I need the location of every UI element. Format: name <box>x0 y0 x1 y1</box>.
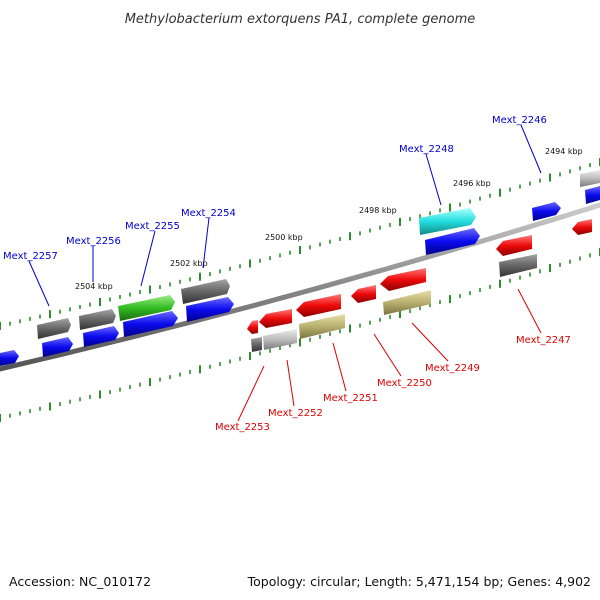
scale-label: 2494 kbp <box>545 147 583 156</box>
topology-text: Topology: circular; Length: 5,471,154 bp… <box>247 574 591 589</box>
scale-labels: 2494 kbp 2496 kbp 2498 kbp 2500 kbp 2502… <box>75 147 583 291</box>
gene-label[interactable]: Mext_2255 <box>125 221 180 232</box>
gene-arrow[interactable] <box>123 311 178 337</box>
gene-arrow[interactable] <box>83 326 119 347</box>
gene-arrow[interactable] <box>499 254 537 277</box>
gene-arrow[interactable] <box>585 186 600 204</box>
gene-arrow[interactable] <box>419 208 476 235</box>
scale-label: 2504 kbp <box>75 282 113 291</box>
gene-arrow[interactable] <box>181 279 230 304</box>
gene-arrow[interactable] <box>425 228 480 255</box>
forward-leader-lines <box>28 124 542 307</box>
reverse-gene-labels: Mext_2247 Mext_2249 Mext_2250 Mext_2251 … <box>215 335 571 433</box>
gene-arrow[interactable] <box>532 202 561 221</box>
gene-label[interactable]: Mext_2253 <box>215 422 270 433</box>
forward-gene-labels: Mext_2246 Mext_2248 Mext_2254 Mext_2255 … <box>3 115 547 262</box>
gene-label[interactable]: Mext_2246 <box>492 115 547 126</box>
gene-label[interactable]: Mext_2249 <box>425 363 480 374</box>
gene-label[interactable]: Mext_2256 <box>66 236 121 247</box>
gene-arrow[interactable] <box>383 290 431 315</box>
gene-arrow[interactable] <box>259 309 292 328</box>
forward-strand-genes <box>0 170 600 366</box>
scale-label: 2496 kbp <box>453 179 491 188</box>
gene-label[interactable]: Mext_2250 <box>377 378 432 389</box>
reverse-strand-genes <box>247 219 592 352</box>
gene-arrow[interactable] <box>37 318 71 339</box>
gene-arrow[interactable] <box>186 297 234 322</box>
reverse-leader-lines <box>237 288 542 422</box>
gene-arrow[interactable] <box>299 314 345 339</box>
gene-label[interactable]: Mext_2257 <box>3 251 58 262</box>
scale-label: 2498 kbp <box>359 206 397 215</box>
gene-arrow[interactable] <box>79 309 116 330</box>
inner-scale-ticks <box>0 248 600 422</box>
gene-arrow[interactable] <box>496 235 532 256</box>
gene-arrow[interactable] <box>572 219 592 235</box>
gene-arrow[interactable] <box>0 350 19 366</box>
outer-scale-ticks <box>0 158 600 330</box>
chart-title: Methylobacterium extorquens PA1, complet… <box>125 12 476 27</box>
gene-label[interactable]: Mext_2247 <box>516 335 571 346</box>
gene-label[interactable]: Mext_2252 <box>268 408 323 419</box>
gene-arrow[interactable] <box>351 285 376 303</box>
gene-arrow[interactable] <box>118 295 175 321</box>
gene-arrow[interactable] <box>42 337 73 357</box>
gene-arrow[interactable] <box>380 268 426 291</box>
gene-arrow[interactable] <box>263 329 297 350</box>
scale-label: 2502 kbp <box>170 259 208 268</box>
gene-label[interactable]: Mext_2248 <box>399 144 454 155</box>
gene-label[interactable]: Mext_2251 <box>323 393 378 404</box>
accession-text: Accession: NC_010172 <box>9 574 151 589</box>
gene-arrow[interactable] <box>580 170 600 187</box>
gene-arrow[interactable] <box>247 320 258 334</box>
genome-backbone <box>0 202 600 372</box>
gene-arrow[interactable] <box>296 294 341 317</box>
gene-arrow[interactable] <box>251 337 262 352</box>
gene-label[interactable]: Mext_2254 <box>181 208 236 219</box>
scale-label: 2500 kbp <box>265 233 303 242</box>
